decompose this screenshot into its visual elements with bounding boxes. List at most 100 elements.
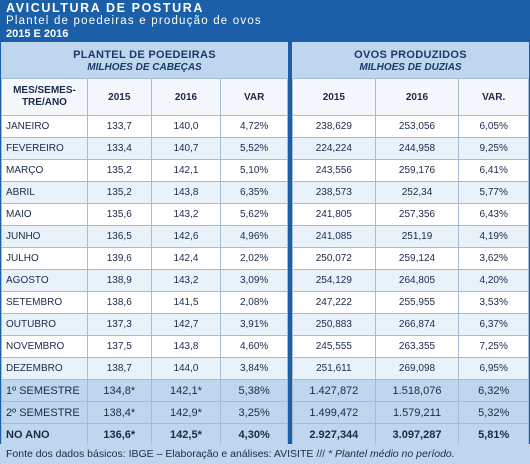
table-row: 224,224 244,958 9,25%: [292, 137, 529, 160]
cell-plantel-var: 4,60%: [220, 335, 288, 358]
table-row: 254,129 264,805 4,20%: [292, 269, 529, 292]
table-row: 2º SEMESTRE 138,4* 142,9* 3,25%: [1, 401, 288, 424]
cell-plantel-var: 3,91%: [220, 313, 288, 336]
plantel-table: MES/SEMES-TRE/ANO 2015 2016 VAR JANEIRO 1…: [1, 78, 288, 446]
cell-plantel-2016: 142,9*: [150, 401, 222, 424]
table-row: FEVEREIRO 133,4 140,7 5,52%: [1, 137, 288, 160]
table-row: NOVEMBRO 137,5 143,8 4,60%: [1, 335, 288, 358]
cell-month: OUTUBRO: [1, 313, 88, 336]
cell-ovos-2016: 1.518,076: [374, 379, 460, 402]
table-row: JULHO 139,6 142,4 2,02%: [1, 247, 288, 270]
table-row: OUTUBRO 137,3 142,7 3,91%: [1, 313, 288, 336]
cell-ovos-2015: 243,556: [292, 159, 376, 182]
header: AVICULTURA DE POSTURA Plantel de poedeir…: [0, 0, 530, 42]
cell-ovos-var: 7,25%: [458, 335, 529, 358]
cell-plantel-2016: 143,8: [150, 181, 222, 204]
cell-plantel-var: 5,62%: [220, 203, 288, 226]
cell-plantel-2015: 138,7: [86, 357, 152, 380]
table-row: JUNHO 136,5 142,6 4,96%: [1, 225, 288, 248]
plantel-subtitle: MILHOES DE CABEÇAS: [87, 62, 202, 73]
table-row: NO ANO 136,6* 142,5* 4,30%: [1, 423, 288, 446]
cell-plantel-2016: 142,1: [150, 159, 222, 182]
page-title: AVICULTURA DE POSTURA: [6, 1, 204, 15]
table-row: 251,611 269,098 6,95%: [292, 357, 529, 380]
footer-source: Fonte dos dados básicos: IBGE – Elaboraç…: [6, 448, 326, 460]
cell-plantel-2015: 138,9: [86, 269, 152, 292]
cell-ovos-2015: 224,224: [292, 137, 376, 160]
table-row: 247,222 255,955 3,53%: [292, 291, 529, 314]
cell-plantel-var: 2,02%: [220, 247, 288, 270]
cell-plantel-2015: 137,3: [86, 313, 152, 336]
cell-month: 1º SEMESTRE: [1, 379, 88, 402]
cell-ovos-2015: 241,085: [292, 225, 376, 248]
table-row: SETEMBRO 138,6 141,5 2,08%: [1, 291, 288, 314]
col-header-month: MES/SEMES-TRE/ANO: [1, 78, 88, 116]
cell-ovos-var: 4,20%: [458, 269, 529, 292]
cell-plantel-var: 3,25%: [220, 401, 288, 424]
table-header-row: 2015 2016 VAR.: [292, 78, 529, 116]
ovos-table: 2015 2016 VAR. 238,629 253,056 6,05% 224,22…: [292, 78, 529, 446]
plantel-title: PLANTEL DE POEDEIRAS: [73, 49, 216, 61]
cell-plantel-var: 5,52%: [220, 137, 288, 160]
cell-plantel-2016: 142,4: [150, 247, 222, 270]
cell-plantel-2016: 141,5: [150, 291, 222, 314]
table-row: ABRIL 135,2 143,8 6,35%: [1, 181, 288, 204]
table-row: 1.499,472 1.579,211 5,32%: [292, 401, 529, 424]
cell-ovos-var: 9,25%: [458, 137, 529, 160]
plantel-band: PLANTEL DE POEDEIRAS MILHOES DE CABEÇAS: [1, 42, 288, 78]
cell-month: DEZEMBRO: [1, 357, 88, 380]
cell-plantel-2015: 138,6: [86, 291, 152, 314]
cell-ovos-2016: 264,805: [374, 269, 460, 292]
cell-plantel-2015: 133,4: [86, 137, 152, 160]
cell-month: SETEMBRO: [1, 291, 88, 314]
table-row: 2.927,344 3.097,287 5,81%: [292, 423, 529, 446]
cell-month: FEVEREIRO: [1, 137, 88, 160]
cell-plantel-2015: 135,2: [86, 159, 152, 182]
col-header-var: VAR.: [458, 78, 529, 116]
footer-note: * Plantel médio no período.: [328, 448, 455, 460]
cell-ovos-2016: 1.579,211: [374, 401, 460, 424]
cell-ovos-2016: 259,176: [374, 159, 460, 182]
col-header-2015: 2015: [292, 78, 376, 116]
cell-month: MAIO: [1, 203, 88, 226]
cell-plantel-2015: 135,6: [86, 203, 152, 226]
cell-plantel-2016: 142,7: [150, 313, 222, 336]
cell-plantel-var: 4,30%: [220, 423, 288, 446]
cell-ovos-var: 3,53%: [458, 291, 529, 314]
footer: Fonte dos dados básicos: IBGE – Elaboraç…: [0, 444, 530, 464]
cell-plantel-2015: 133,7: [86, 115, 152, 138]
cell-ovos-2015: 241,805: [292, 203, 376, 226]
cell-month: AGOSTO: [1, 269, 88, 292]
cell-ovos-2015: 2.927,344: [292, 423, 376, 446]
cell-ovos-2015: 238,573: [292, 181, 376, 204]
cell-ovos-2015: 254,129: [292, 269, 376, 292]
cell-plantel-var: 4,72%: [220, 115, 288, 138]
cell-ovos-2015: 1.499,472: [292, 401, 376, 424]
cell-plantel-2016: 143,2: [150, 203, 222, 226]
cell-plantel-2015: 135,2: [86, 181, 152, 204]
cell-month: JUNHO: [1, 225, 88, 248]
col-header-2016: 2016: [150, 78, 222, 116]
cell-plantel-2016: 142,1*: [150, 379, 222, 402]
ovos-panel: OVOS PRODUZIDOS MILHOES DE DUZIAS 2015 2…: [292, 42, 529, 446]
cell-plantel-2015: 139,6: [86, 247, 152, 270]
table-row: 238,629 253,056 6,05%: [292, 115, 529, 138]
cell-month: ABRIL: [1, 181, 88, 204]
cell-plantel-2016: 143,2: [150, 269, 222, 292]
cell-plantel-2016: 140,7: [150, 137, 222, 160]
table-row: MAIO 135,6 143,2 5,62%: [1, 203, 288, 226]
cell-plantel-2016: 143,8: [150, 335, 222, 358]
cell-ovos-2016: 251,19: [374, 225, 460, 248]
cell-ovos-var: 4,19%: [458, 225, 529, 248]
cell-ovos-2015: 245,555: [292, 335, 376, 358]
ovos-band: OVOS PRODUZIDOS MILHOES DE DUZIAS: [292, 42, 529, 78]
cell-ovos-var: 5,81%: [458, 423, 529, 446]
cell-plantel-2015: 134,8*: [86, 379, 152, 402]
cell-plantel-var: 3,09%: [220, 269, 288, 292]
cell-ovos-var: 6,37%: [458, 313, 529, 336]
cell-ovos-2016: 253,056: [374, 115, 460, 138]
cell-plantel-var: 2,08%: [220, 291, 288, 314]
cell-ovos-var: 6,95%: [458, 357, 529, 380]
cell-ovos-2016: 259,124: [374, 247, 460, 270]
cell-plantel-2015: 136,6*: [86, 423, 152, 446]
